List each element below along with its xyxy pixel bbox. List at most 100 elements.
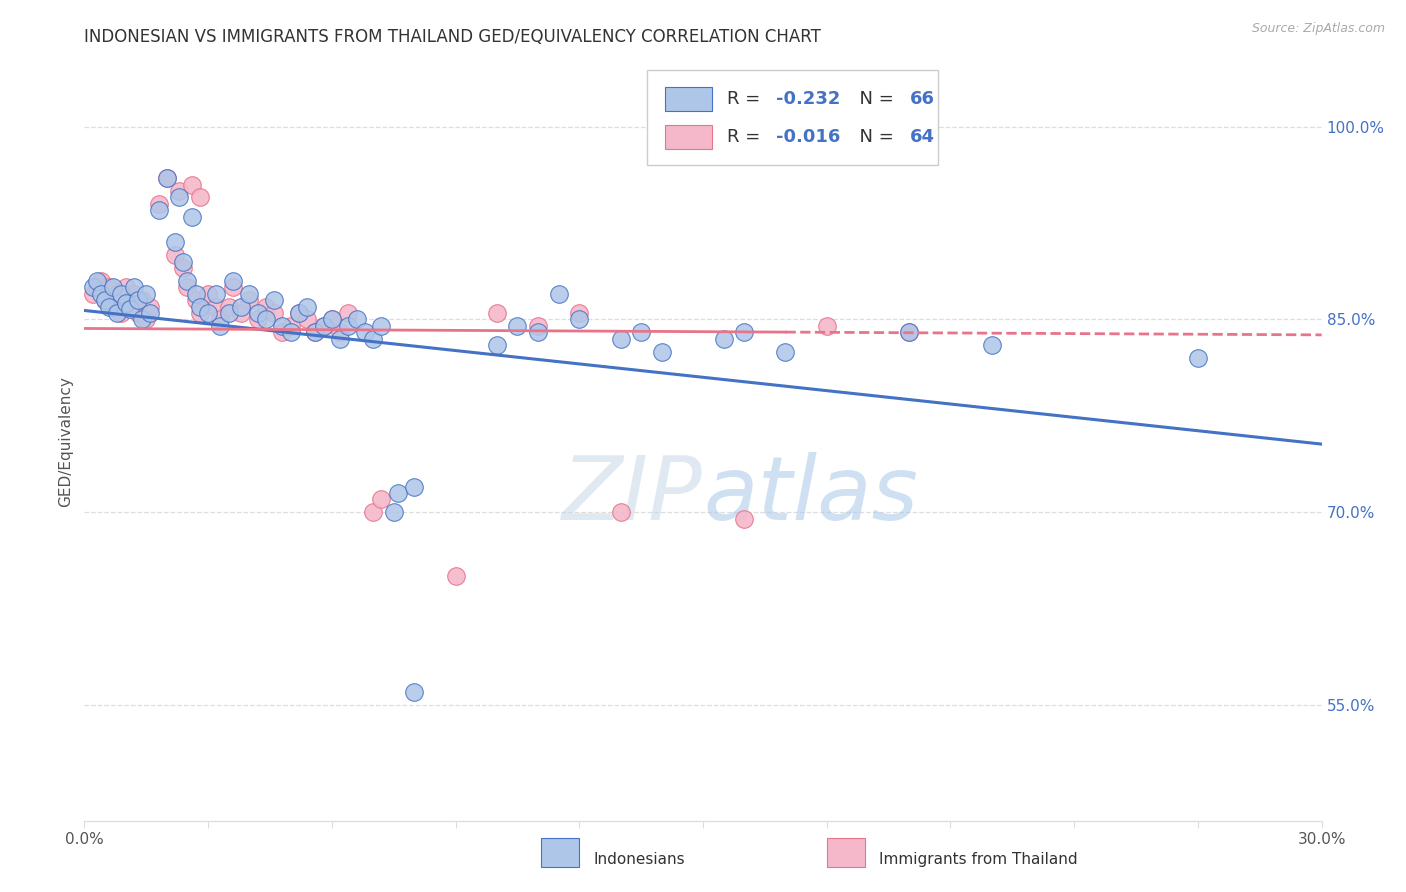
Point xyxy=(321,312,343,326)
Point xyxy=(167,190,190,204)
Text: N =: N = xyxy=(848,90,900,108)
Point xyxy=(209,312,232,326)
Point xyxy=(82,280,104,294)
Point xyxy=(254,312,277,326)
Point xyxy=(172,261,194,276)
Point xyxy=(295,300,318,314)
Point xyxy=(263,293,285,308)
Text: N =: N = xyxy=(848,128,900,145)
Point xyxy=(139,300,162,314)
Point xyxy=(148,196,170,211)
Point xyxy=(118,300,141,314)
Point xyxy=(337,306,360,320)
Point xyxy=(304,326,326,340)
Point xyxy=(280,318,302,333)
Point xyxy=(94,293,117,308)
Text: R =: R = xyxy=(727,128,765,145)
Point xyxy=(527,326,550,340)
Point xyxy=(218,306,240,320)
Point xyxy=(114,295,136,310)
Point xyxy=(229,306,252,320)
Point xyxy=(127,293,149,308)
Point xyxy=(898,326,921,340)
Point xyxy=(176,274,198,288)
Point xyxy=(547,286,569,301)
Point xyxy=(218,300,240,314)
Point xyxy=(86,274,108,288)
Point xyxy=(609,505,631,519)
Point xyxy=(485,306,508,320)
Point xyxy=(105,306,128,320)
Point xyxy=(321,312,343,326)
Point xyxy=(980,338,1002,352)
Point xyxy=(205,286,228,301)
Point xyxy=(176,280,198,294)
Point xyxy=(184,286,207,301)
Point xyxy=(188,190,211,204)
Point xyxy=(184,293,207,308)
Point xyxy=(135,286,157,301)
Text: 66: 66 xyxy=(910,90,935,108)
Point xyxy=(353,326,375,340)
Text: atlas: atlas xyxy=(703,451,918,538)
Point xyxy=(404,479,426,493)
Text: 64: 64 xyxy=(910,128,935,145)
Point xyxy=(82,286,104,301)
Point xyxy=(188,306,211,320)
Point xyxy=(280,326,302,340)
Text: -0.016: -0.016 xyxy=(776,128,841,145)
Point xyxy=(209,318,232,333)
Point xyxy=(135,312,157,326)
Point xyxy=(271,318,294,333)
Point xyxy=(1187,351,1209,365)
Point xyxy=(165,248,187,262)
Point xyxy=(180,210,202,224)
Point xyxy=(361,505,384,519)
Point xyxy=(86,280,108,294)
Point xyxy=(444,569,467,583)
Point xyxy=(98,280,121,294)
Point xyxy=(713,332,735,346)
Text: Source: ZipAtlas.com: Source: ZipAtlas.com xyxy=(1251,22,1385,36)
Point xyxy=(222,280,245,294)
Point xyxy=(254,300,277,314)
Point xyxy=(387,486,409,500)
Point xyxy=(180,178,202,192)
Point xyxy=(733,511,755,525)
Point xyxy=(527,318,550,333)
Point xyxy=(122,286,145,301)
Point xyxy=(382,505,405,519)
Point xyxy=(165,235,187,250)
Point xyxy=(122,280,145,294)
Point xyxy=(156,171,179,186)
FancyBboxPatch shape xyxy=(665,125,711,149)
Point xyxy=(156,171,179,186)
Point xyxy=(94,293,117,308)
Point xyxy=(361,332,384,346)
Y-axis label: GED/Equivalency: GED/Equivalency xyxy=(58,376,73,507)
Point xyxy=(105,286,128,301)
Point xyxy=(568,306,591,320)
FancyBboxPatch shape xyxy=(647,70,938,165)
Point xyxy=(485,338,508,352)
Point xyxy=(370,492,392,507)
Point xyxy=(246,306,269,320)
Point xyxy=(197,306,219,320)
Point xyxy=(246,312,269,326)
Point xyxy=(167,184,190,198)
Point xyxy=(197,286,219,301)
Point xyxy=(568,312,591,326)
Text: Immigrants from Thailand: Immigrants from Thailand xyxy=(879,853,1077,867)
Point xyxy=(651,344,673,359)
Point xyxy=(271,326,294,340)
Point xyxy=(370,318,392,333)
Point xyxy=(110,286,132,301)
Point xyxy=(304,326,326,340)
Point xyxy=(229,300,252,314)
Point xyxy=(103,300,125,314)
Text: R =: R = xyxy=(727,90,765,108)
Point xyxy=(288,306,311,320)
Point xyxy=(172,254,194,268)
Point xyxy=(110,306,132,320)
Point xyxy=(90,274,112,288)
